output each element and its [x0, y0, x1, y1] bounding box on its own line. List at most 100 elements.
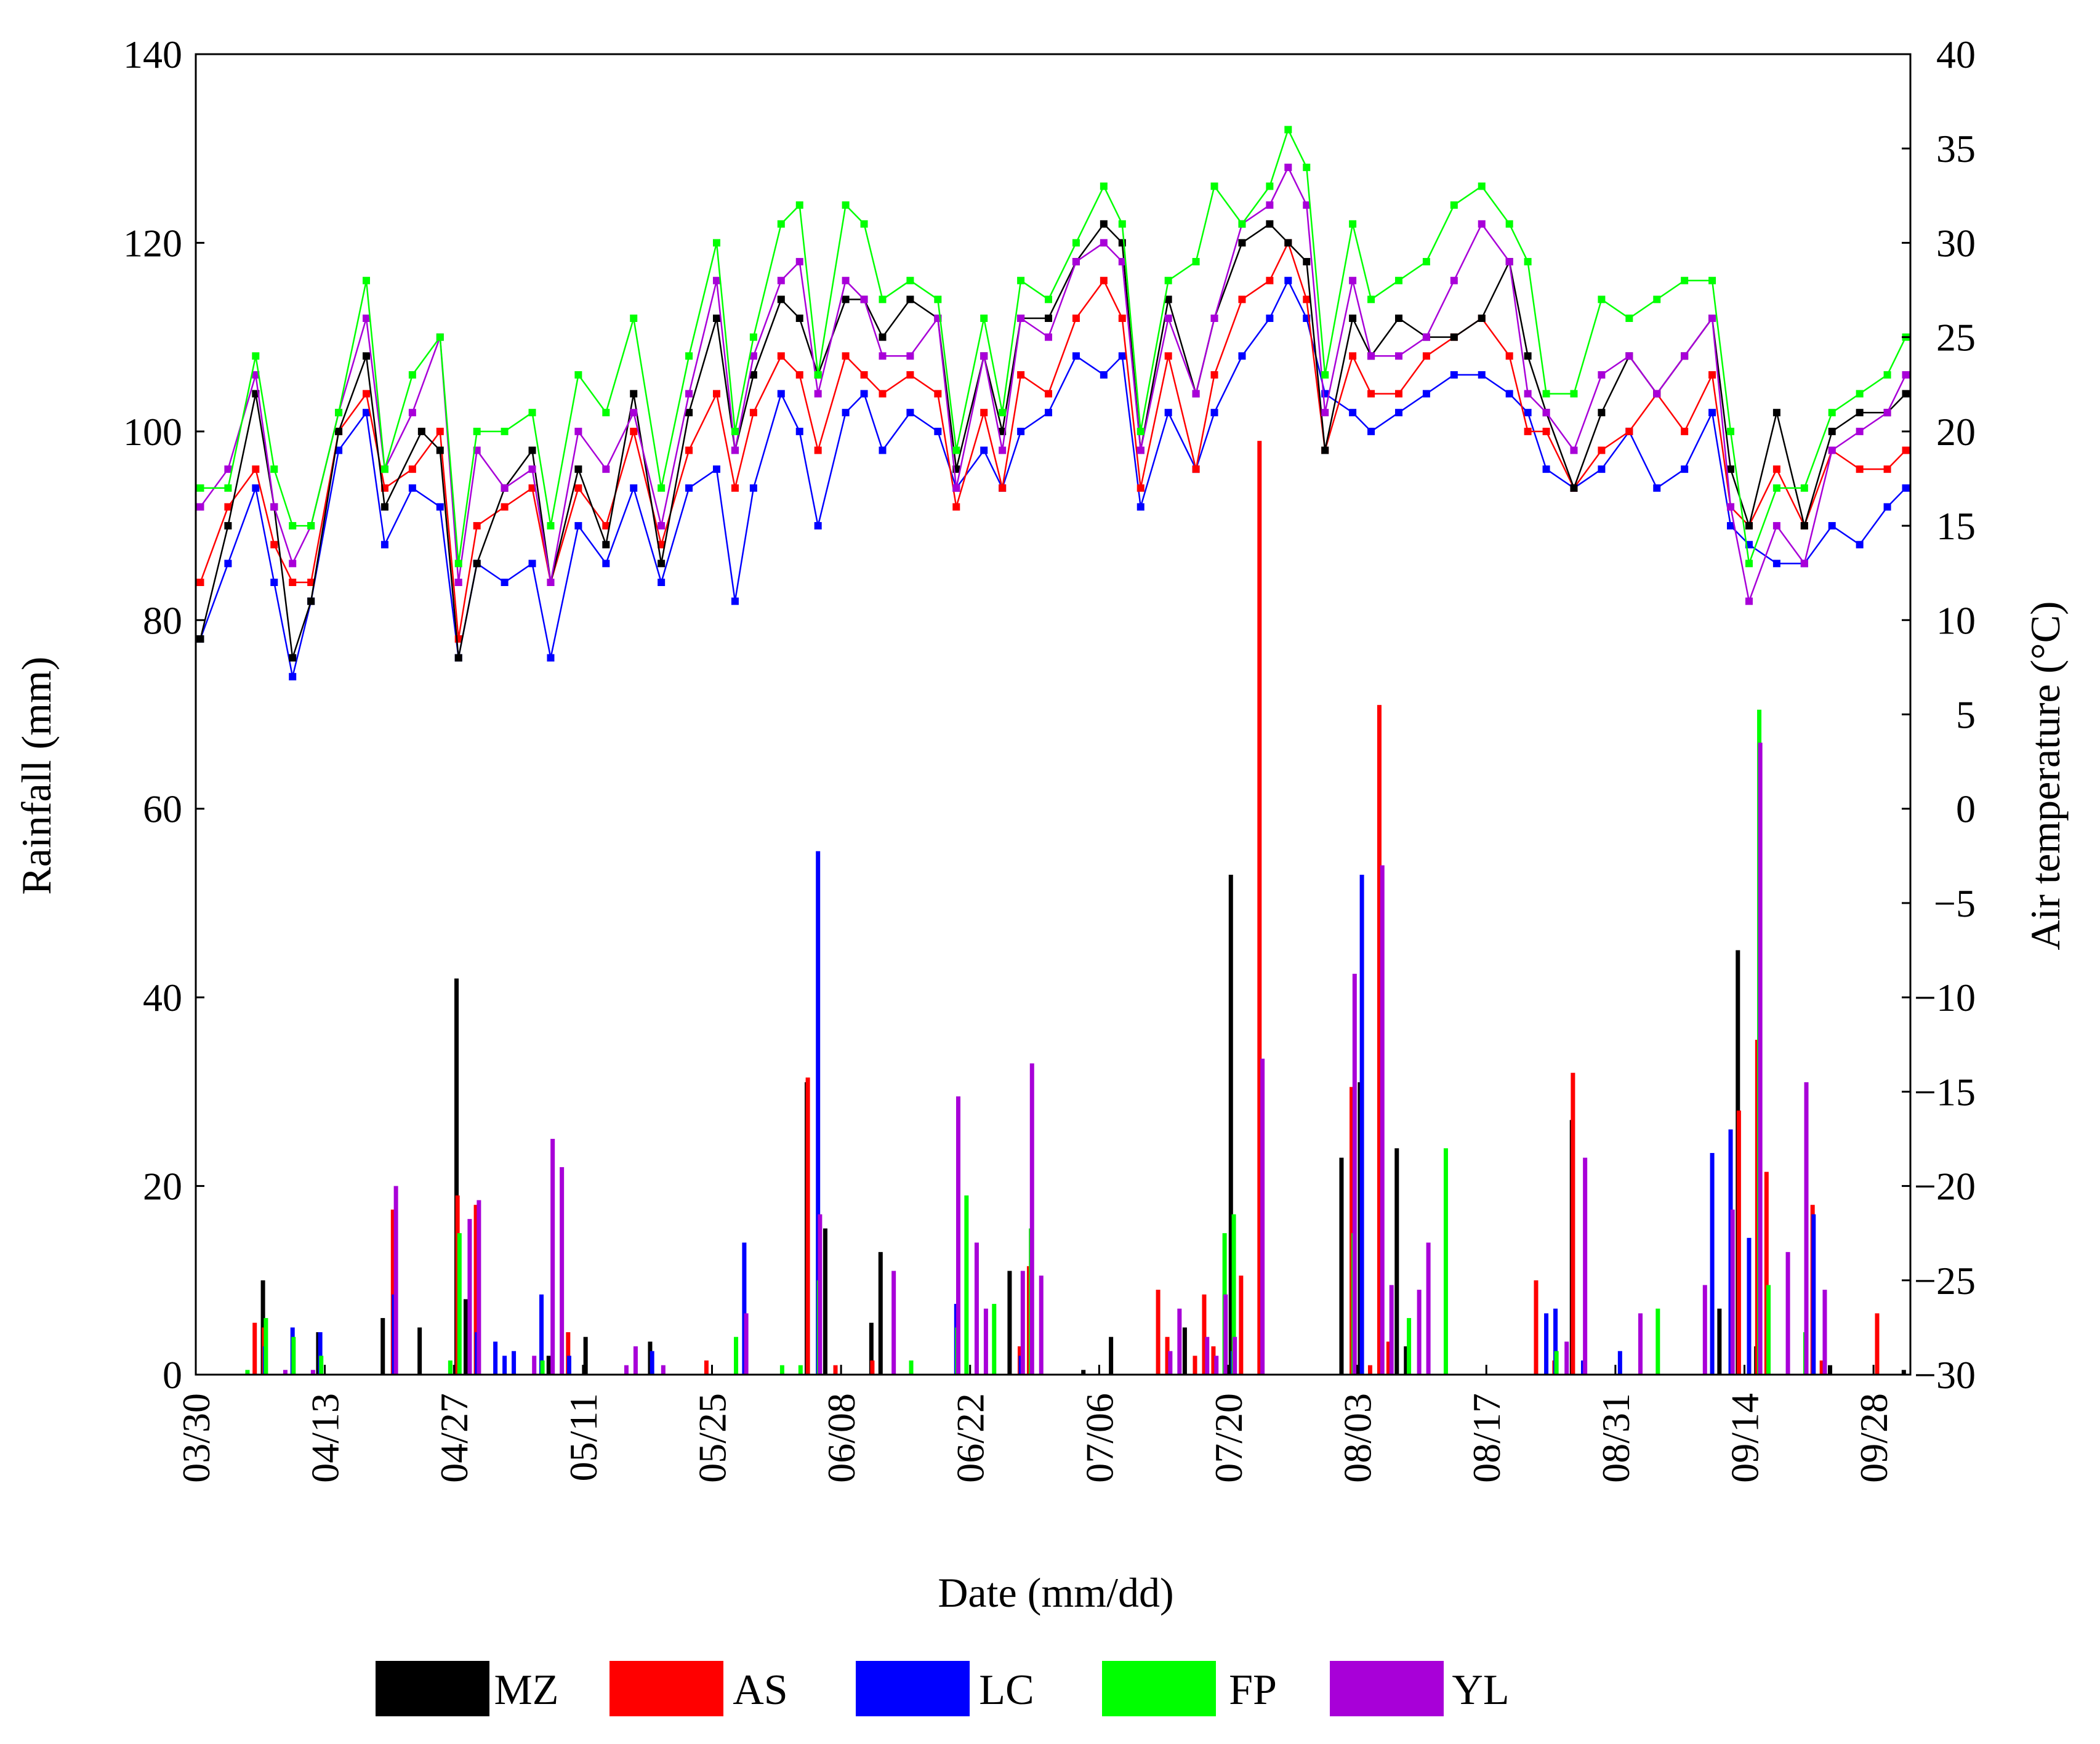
temperature-point-yl — [270, 503, 278, 511]
temperature-point-yl — [1303, 201, 1311, 209]
temperature-point-lc — [860, 390, 868, 398]
temperature-point-lc — [252, 484, 260, 492]
temperature-point-fp — [749, 333, 757, 341]
temperature-point-as — [1303, 295, 1311, 303]
temperature-point-fp — [1394, 276, 1402, 284]
temperature-point-fp — [1192, 258, 1200, 266]
temperature-point-yl — [658, 522, 666, 530]
rainfall-bar-yl — [974, 1242, 979, 1375]
temperature-point-as — [630, 427, 638, 435]
rainfall-bar-yl — [283, 1370, 288, 1375]
rainfall-bar-lc — [493, 1341, 498, 1375]
temperature-point-yl — [952, 484, 960, 492]
rainfall-bar-mz — [1228, 874, 1233, 1375]
temperature-point-yl — [1284, 163, 1292, 171]
temperature-point-as — [1625, 427, 1633, 435]
rainfall-bar-fp — [992, 1304, 997, 1375]
temperature-point-fp — [1422, 258, 1430, 266]
temperature-point-mz — [1828, 427, 1836, 435]
legend-label-mz: MZ — [494, 1666, 559, 1714]
legend-swatch-lc — [856, 1661, 970, 1716]
rainfall-bar-fp — [909, 1360, 914, 1375]
rainfall-bar-as — [1156, 1290, 1161, 1375]
temperature-point-as — [363, 390, 371, 398]
y-right-tick-label: −30 — [1914, 1353, 1976, 1397]
rainfall-bar-fp — [1443, 1148, 1448, 1375]
x-tick-label: 07/06 — [1077, 1393, 1121, 1483]
temperature-point-as — [602, 522, 610, 530]
rainfall-bar-mz — [1717, 1308, 1722, 1375]
temperature-point-yl — [1349, 276, 1357, 284]
legend-label-fp: FP — [1229, 1666, 1277, 1714]
temperature-point-mz — [1284, 239, 1292, 247]
rainfall-bar-yl — [1380, 865, 1385, 1375]
temperature-point-fp — [1542, 390, 1550, 398]
rainfall-bar-yl — [1417, 1290, 1422, 1375]
temperature-point-mz — [574, 465, 582, 473]
temperature-point-yl — [1708, 315, 1716, 322]
x-tick-label: 06/22 — [949, 1393, 992, 1483]
temperature-point-lc — [602, 560, 610, 568]
temperature-point-as — [1542, 427, 1550, 435]
temperature-point-lc — [574, 522, 582, 530]
temperature-point-yl — [999, 446, 1007, 454]
temperature-point-fp — [307, 522, 315, 530]
rainfall-bar-mz — [1901, 1370, 1906, 1375]
temperature-point-fp — [1883, 371, 1891, 379]
temperature-point-mz — [1266, 220, 1274, 228]
temperature-point-yl — [196, 503, 204, 511]
rainfall-bar-fp — [291, 1336, 296, 1375]
rainfall-bar-yl — [1785, 1252, 1790, 1375]
rainfall-bar-yl — [1702, 1285, 1707, 1375]
y-right-tick-label: 10 — [1936, 598, 1976, 642]
temperature-point-lc — [1284, 276, 1292, 284]
temperature-point-yl — [454, 579, 462, 586]
rainfall-bar-yl — [477, 1200, 481, 1375]
temperature-point-yl — [252, 371, 260, 379]
rainfall-bar-fp — [779, 1365, 784, 1375]
rainfall-bar-lc — [1553, 1308, 1558, 1375]
temperature-line-as — [199, 241, 1907, 640]
temperature-point-mz — [602, 540, 610, 549]
temperature-point-as — [952, 503, 960, 511]
rainfall-bar-yl — [744, 1313, 749, 1375]
temperature-point-as — [712, 390, 720, 398]
temperature-point-fp — [1072, 239, 1080, 247]
temperature-point-mz — [1772, 409, 1780, 417]
temperature-point-yl — [1727, 503, 1735, 511]
temperature-point-yl — [1210, 315, 1218, 322]
rainfall-bar-lc — [1617, 1351, 1622, 1375]
rainfall-bar-mz — [583, 1336, 588, 1375]
rainfall-bar-fp — [540, 1360, 545, 1375]
temperature-point-fp — [906, 276, 914, 284]
y-right-tick-label: 25 — [1936, 316, 1976, 360]
temperature-point-as — [749, 409, 757, 417]
temperature-point-lc — [224, 560, 232, 568]
temperature-point-fp — [685, 352, 693, 360]
temperature-point-mz — [712, 315, 720, 322]
temperature-point-mz — [685, 409, 693, 417]
temperature-point-yl — [1570, 446, 1578, 454]
temperature-point-yl — [1653, 390, 1661, 398]
rainfall-bar-yl — [633, 1346, 638, 1375]
temperature-point-mz — [630, 390, 638, 398]
temperature-point-mz — [842, 295, 850, 303]
temperature-point-yl — [1422, 333, 1430, 341]
temperature-point-yl — [1800, 560, 1808, 568]
temperature-point-yl — [630, 409, 638, 417]
temperature-point-lc — [1727, 522, 1735, 530]
temperature-point-mz — [749, 371, 757, 379]
rainfall-bar-yl — [1020, 1271, 1025, 1375]
y-right-tick-label: 30 — [1936, 221, 1976, 265]
temperature-point-fp — [408, 371, 416, 379]
temperature-point-lc — [777, 390, 785, 398]
temperature-point-fp — [1210, 182, 1218, 190]
temperature-point-yl — [1745, 597, 1753, 605]
y-right-tick-label: −15 — [1914, 1070, 1976, 1114]
temperature-point-yl — [685, 390, 693, 398]
temperature-point-mz — [1800, 522, 1808, 530]
rainfall-bar-mz — [1828, 1365, 1833, 1375]
temperature-point-as — [1367, 390, 1375, 398]
x-tick-label: 04/27 — [432, 1393, 476, 1483]
